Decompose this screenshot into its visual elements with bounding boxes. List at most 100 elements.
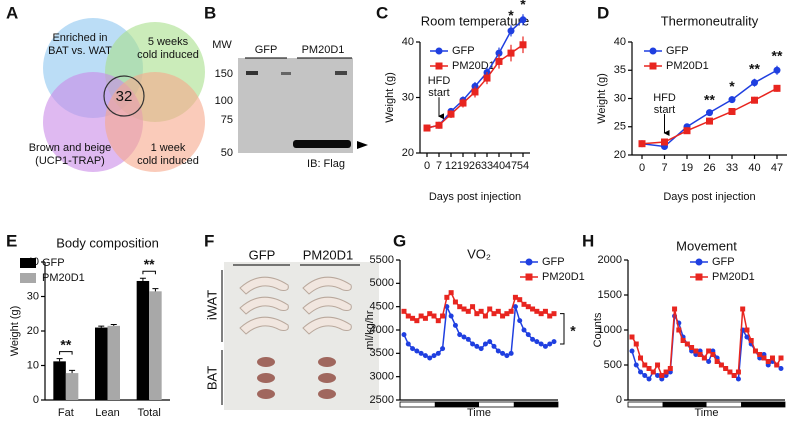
chart-title: Body composition bbox=[56, 235, 159, 250]
chart-title: Room temperature bbox=[421, 13, 529, 28]
point bbox=[448, 290, 454, 296]
x-tick-label: 54 bbox=[517, 160, 529, 172]
bat-tissue bbox=[318, 373, 336, 383]
point bbox=[642, 373, 648, 378]
point bbox=[723, 366, 729, 371]
mw-marker: 150 bbox=[215, 68, 233, 80]
point bbox=[672, 306, 678, 312]
point bbox=[769, 355, 775, 361]
series-line bbox=[426, 19, 524, 129]
point bbox=[701, 355, 707, 361]
point bbox=[470, 341, 476, 347]
point bbox=[765, 359, 771, 364]
point bbox=[517, 318, 523, 324]
significance-label: * bbox=[508, 7, 514, 23]
point bbox=[530, 336, 536, 342]
panel-letter: H bbox=[582, 231, 594, 250]
point bbox=[538, 341, 544, 347]
point bbox=[435, 47, 443, 55]
point bbox=[459, 99, 467, 107]
error-bar bbox=[56, 358, 63, 362]
x-tick-label: 7 bbox=[436, 160, 442, 172]
point bbox=[504, 311, 510, 317]
point bbox=[487, 306, 493, 312]
point bbox=[519, 16, 527, 24]
iwat-tissue bbox=[302, 316, 352, 335]
point bbox=[778, 355, 784, 361]
point bbox=[507, 27, 515, 35]
point bbox=[471, 88, 479, 96]
point bbox=[684, 341, 690, 347]
point bbox=[517, 297, 523, 303]
point bbox=[465, 336, 471, 342]
bat-tissue bbox=[257, 357, 275, 367]
venn-label: cold induced bbox=[137, 155, 199, 167]
point bbox=[646, 366, 652, 371]
iwat-tissue bbox=[302, 276, 352, 295]
x-tick-label: 40 bbox=[493, 160, 505, 172]
bat-tissue bbox=[318, 357, 336, 367]
panel-letter: C bbox=[376, 3, 388, 22]
blot-caption: IB: Flag bbox=[307, 158, 345, 170]
legend-label: PM20D1 bbox=[712, 271, 755, 283]
x-tick-label: 12 bbox=[445, 160, 457, 172]
x-tick-label: Lean bbox=[95, 407, 119, 419]
point bbox=[474, 343, 480, 349]
point bbox=[542, 308, 548, 314]
blot-band bbox=[293, 140, 351, 148]
x-tick-label: 26 bbox=[469, 160, 481, 172]
point bbox=[435, 350, 441, 356]
significance-label: ** bbox=[144, 256, 155, 272]
lane-label: GFP bbox=[255, 44, 278, 56]
dark-phase bbox=[434, 402, 479, 407]
point bbox=[483, 74, 491, 82]
point bbox=[508, 308, 514, 314]
bar bbox=[53, 361, 66, 400]
x-tick-label: Fat bbox=[58, 407, 74, 419]
point bbox=[683, 127, 691, 135]
point bbox=[655, 373, 661, 378]
point bbox=[551, 311, 557, 317]
error-bar bbox=[139, 277, 146, 281]
venn-label: 5 weeks bbox=[148, 36, 189, 48]
x-tick-label: 19 bbox=[457, 160, 469, 172]
point bbox=[642, 362, 648, 368]
legend-label: PM20D1 bbox=[452, 60, 495, 72]
y-tick-label: 0 bbox=[33, 394, 39, 406]
point bbox=[435, 121, 443, 129]
x-axis-label: Time bbox=[467, 407, 491, 419]
point bbox=[735, 369, 741, 375]
significance-label: * bbox=[729, 78, 735, 94]
point bbox=[423, 124, 431, 132]
point bbox=[689, 345, 695, 350]
point bbox=[418, 313, 424, 319]
annotation: start bbox=[654, 104, 675, 116]
y-tick-label: 20 bbox=[614, 149, 626, 161]
point bbox=[414, 348, 420, 354]
point bbox=[440, 346, 446, 352]
chart: Thermoneutrality Weight (g) Days post inje… bbox=[596, 13, 787, 203]
point bbox=[448, 313, 454, 319]
point bbox=[525, 273, 533, 281]
legend-label: PM20D1 bbox=[42, 272, 85, 284]
point bbox=[491, 311, 497, 317]
point bbox=[427, 355, 433, 361]
point bbox=[482, 313, 488, 319]
legend-label: GFP bbox=[666, 45, 689, 57]
y-tick-label: 0 bbox=[616, 394, 622, 406]
point bbox=[728, 96, 736, 104]
venn: Enriched in BAT vs. WAT 5 weeks cold ind… bbox=[29, 18, 205, 172]
lane-label: PM20D1 bbox=[302, 44, 345, 56]
venn-count: 32 bbox=[116, 88, 133, 105]
point bbox=[525, 304, 531, 310]
point bbox=[735, 376, 741, 382]
point bbox=[414, 318, 420, 324]
point bbox=[718, 362, 724, 368]
point bbox=[706, 359, 712, 364]
point bbox=[495, 57, 503, 65]
y-tick-label: 30 bbox=[614, 92, 626, 104]
iwat-tissue bbox=[302, 296, 352, 315]
bracket bbox=[560, 313, 565, 345]
point bbox=[435, 318, 441, 324]
